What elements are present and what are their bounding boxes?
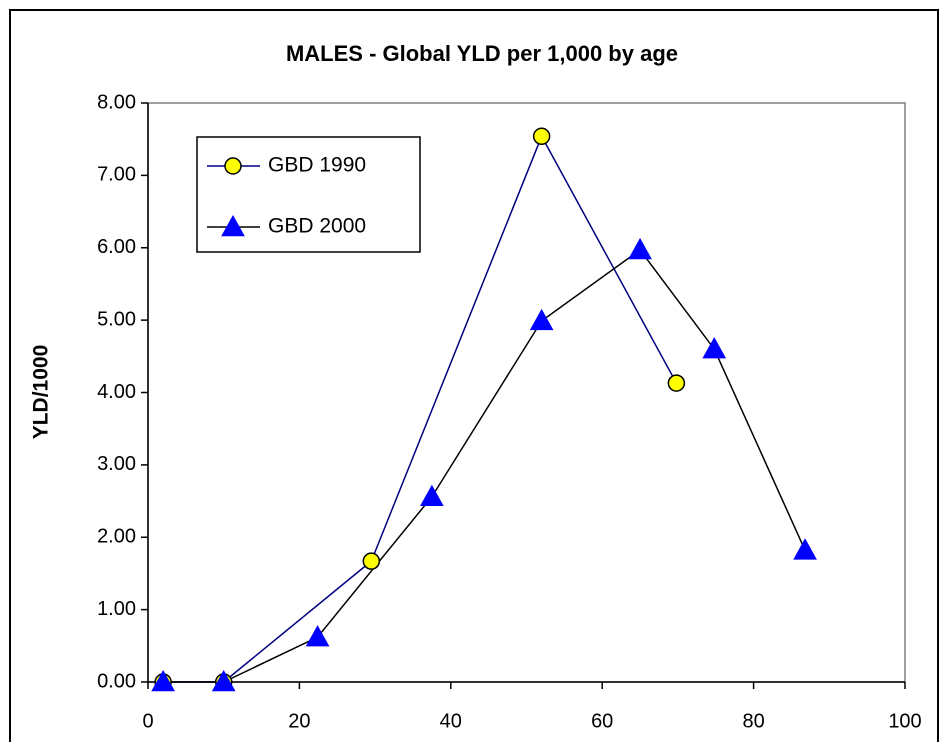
data-point [532, 127, 551, 146]
series-line [163, 248, 806, 683]
y-tick-label: 6.00 [97, 236, 136, 258]
data-point [667, 374, 686, 392]
x-tick-label: 100 [888, 710, 921, 732]
data-point [362, 552, 381, 570]
data-point [628, 237, 652, 260]
y-tick-label: 5.00 [97, 308, 136, 330]
x-tick-label: 80 [742, 710, 764, 732]
y-tick-label: 8.00 [97, 91, 136, 113]
chart-title: MALES - Global YLD per 1,000 by age [286, 41, 678, 66]
legend-marker [221, 214, 245, 237]
data-point [151, 669, 175, 692]
data-point [529, 308, 554, 331]
data-point [305, 625, 330, 647]
x-tick-label: 20 [288, 710, 310, 732]
y-tick-label: 7.00 [97, 164, 136, 186]
y-axis-title: YLD/1000 [30, 345, 53, 440]
y-tick-label: 1.00 [97, 598, 136, 620]
y-tick-label: 4.00 [97, 381, 136, 403]
x-tick-label: 60 [591, 710, 613, 732]
chart-frame [9, 9, 939, 742]
legend-label: GBD 2000 [268, 215, 366, 238]
data-point [211, 669, 236, 692]
y-tick-label: 0.00 [97, 670, 136, 692]
x-tick-label: 40 [440, 710, 462, 732]
legend-marker [224, 157, 242, 175]
y-tick-label: 3.00 [97, 453, 136, 475]
data-point [793, 538, 817, 560]
x-tick-label: 0 [142, 710, 153, 732]
y-tick-label: 2.00 [97, 526, 136, 548]
legend-label: GBD 1990 [268, 154, 366, 177]
data-point [702, 337, 727, 359]
data-point [420, 484, 444, 507]
